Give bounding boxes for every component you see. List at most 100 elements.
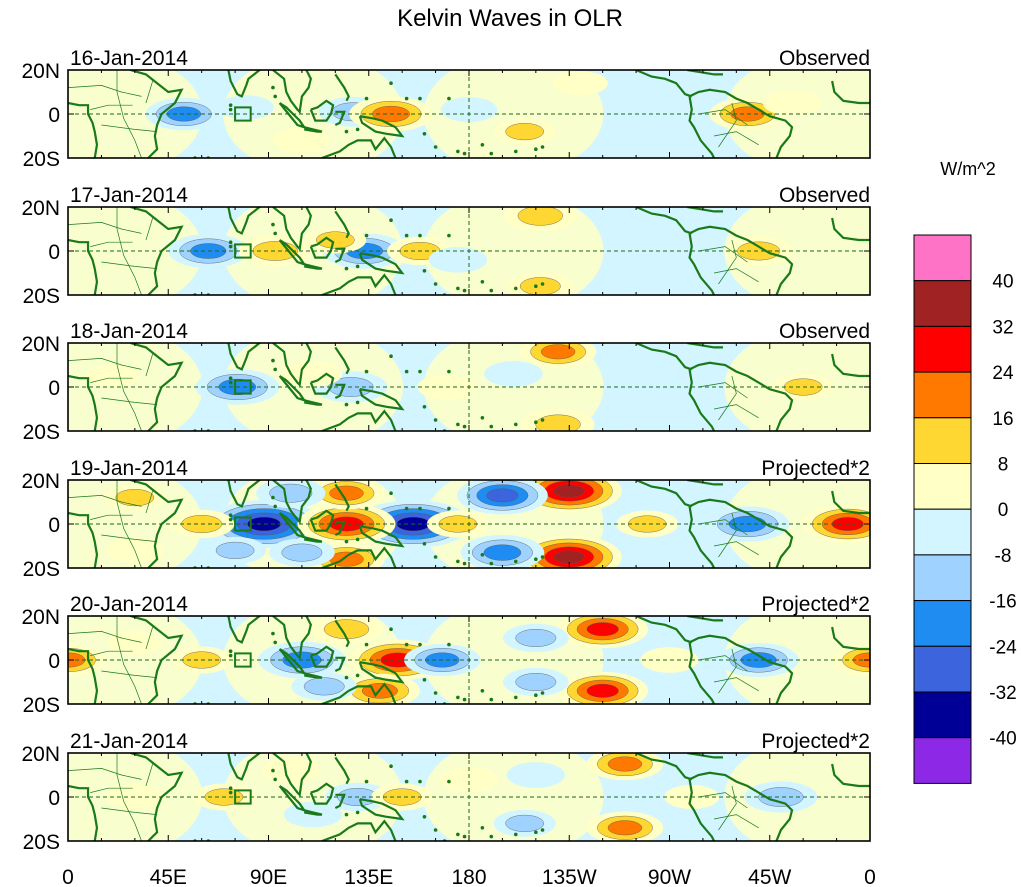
island <box>489 697 494 702</box>
coastline <box>68 101 99 158</box>
country-border <box>718 785 737 831</box>
coastline <box>303 672 323 679</box>
panel-date: 19-Jan-2014 <box>70 457 188 480</box>
country-border <box>713 677 759 692</box>
coastline <box>272 343 312 388</box>
panel-1: 20N 0 20S 16-Jan-2014 Observed <box>21 47 871 171</box>
country-border <box>145 217 153 241</box>
colorbar-level-label: -8 <box>995 546 1012 567</box>
coastline <box>334 247 346 263</box>
country-border <box>68 222 142 234</box>
coastline <box>688 642 716 704</box>
coastline <box>321 409 397 431</box>
island <box>273 231 277 236</box>
x-tick-label: 45E <box>150 866 187 887</box>
colorbar-level-label: 40 <box>992 272 1013 293</box>
island <box>540 145 545 149</box>
panel-ticks <box>67 69 871 159</box>
coastline <box>194 70 263 98</box>
x-tick-label: 180 <box>451 866 486 887</box>
y-tick-label: 0 <box>48 377 60 400</box>
anomaly-contour-band <box>303 677 345 696</box>
island <box>447 506 451 511</box>
y-tick-label: 0 <box>48 241 60 264</box>
island <box>228 790 233 795</box>
y-tick-label: 20N <box>21 743 60 766</box>
island <box>355 264 360 269</box>
country-border <box>698 246 748 263</box>
island <box>462 288 467 293</box>
y-tick-label: 0 <box>48 104 60 127</box>
island <box>389 764 393 768</box>
colorbar-swatch <box>913 325 972 373</box>
coastline <box>68 647 99 704</box>
anomaly-contour-band <box>483 544 522 561</box>
coastline <box>130 207 184 295</box>
island <box>389 218 393 222</box>
country-border <box>116 343 142 431</box>
country-border <box>68 495 142 507</box>
country-border <box>101 397 158 405</box>
island <box>364 506 369 511</box>
island <box>513 832 518 837</box>
island <box>228 517 233 522</box>
coastline <box>68 511 99 568</box>
island <box>418 506 422 511</box>
panel-label: Observed <box>779 47 870 70</box>
anomaly-contour-band <box>640 647 699 673</box>
panel-date: 21-Jan-2014 <box>70 730 188 753</box>
country-border <box>718 375 737 421</box>
island <box>456 832 460 837</box>
island <box>228 653 233 658</box>
island <box>271 222 275 227</box>
coastline <box>272 616 312 661</box>
panel-label: Observed <box>779 320 870 343</box>
x-tick-label: 90E <box>250 866 287 887</box>
coastline <box>334 520 346 536</box>
island <box>404 233 409 238</box>
anomaly-contour-band <box>641 234 698 260</box>
island <box>228 244 233 249</box>
country-border <box>698 655 748 672</box>
coastline <box>272 753 312 798</box>
anomaly-contour-band <box>107 630 163 655</box>
island <box>462 561 467 566</box>
country-border <box>145 80 153 104</box>
island <box>534 284 538 289</box>
coastline <box>334 793 346 809</box>
anomaly-contour-band <box>484 361 543 387</box>
coastline <box>278 239 307 267</box>
island <box>489 834 494 839</box>
chart-title: Kelvin Waves in OLR <box>397 5 623 32</box>
y-tick-label: 0 <box>48 650 60 673</box>
anomaly-contour-band <box>486 488 519 503</box>
colorbar-swatch <box>913 417 972 464</box>
coastline <box>130 616 184 704</box>
y-tick-label: 0 <box>48 514 60 537</box>
island <box>513 695 518 700</box>
island <box>456 695 460 700</box>
anomaly-contour-band <box>505 814 544 832</box>
anomaly-contour-band <box>554 484 585 498</box>
anomaly-contour-band <box>515 673 557 691</box>
x-tick-label: 90W <box>648 866 691 887</box>
country-border <box>116 480 142 568</box>
coastline <box>831 353 870 378</box>
island <box>456 559 460 564</box>
colorbar-level-label: -40 <box>989 729 1016 750</box>
coastline <box>272 207 312 252</box>
country-border <box>90 241 133 247</box>
coastline <box>272 480 312 525</box>
colorbar-swatch <box>913 554 972 602</box>
coastline <box>130 343 184 431</box>
country-border <box>90 377 133 383</box>
anomaly-contour-band <box>329 485 364 501</box>
y-tick-label: 20S <box>23 694 60 717</box>
y-tick-label: 20S <box>23 831 60 854</box>
coastline <box>68 374 99 431</box>
country-border <box>90 514 133 520</box>
x-tick-label: 135E <box>344 866 393 887</box>
x-tick-label: 0 <box>62 866 74 887</box>
anomaly-contour-band <box>382 788 422 806</box>
x-axis: 0 45E 90E 135E 180 135W 90W 45W 0 <box>62 866 876 887</box>
